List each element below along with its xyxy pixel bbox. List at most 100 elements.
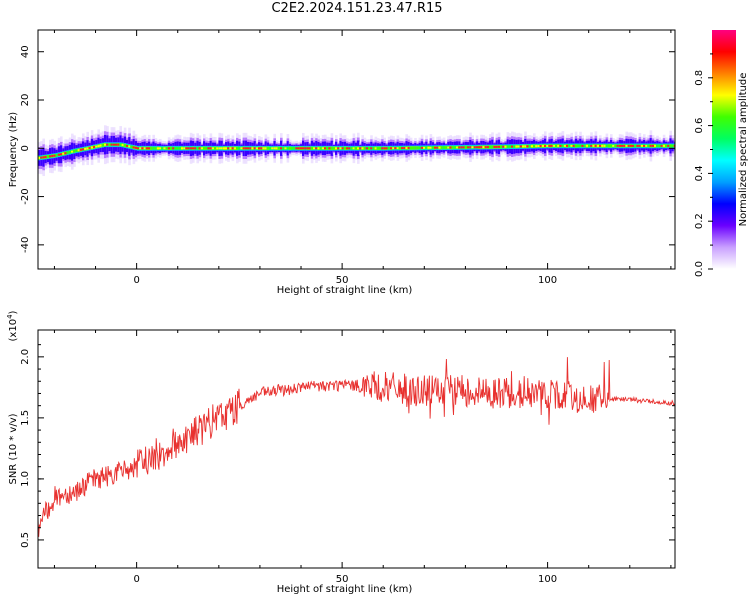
spectrogram-band (139, 147, 142, 150)
spectrogram-band (44, 155, 48, 158)
spectrogram-band (354, 147, 358, 150)
spectrogram-band (649, 144, 653, 147)
spectrogram-band (671, 144, 675, 147)
spectrogram-band (242, 147, 246, 150)
spectrogram-band (394, 147, 397, 150)
spectrogram-band (592, 144, 595, 147)
spectrogram-band (392, 147, 395, 150)
spectrogram-band (539, 145, 543, 148)
spectrogram-band (601, 144, 604, 147)
spectrogram-band (491, 145, 494, 148)
spectrogram-band (260, 147, 263, 150)
spectrogram-band (207, 147, 210, 150)
spectrogram-band (462, 146, 466, 149)
spectrogram-band (64, 152, 67, 155)
spectrogram-band (497, 145, 501, 148)
spectrogram-band (288, 147, 292, 150)
spectrogram-band (130, 145, 133, 148)
spectrogram-band (524, 145, 527, 148)
spectrogram-band (68, 151, 72, 154)
snr-exponent-close: ) (8, 310, 19, 314)
spectrogram-band (53, 154, 56, 157)
spectrogram-band (656, 144, 659, 147)
spectrogram-band (101, 144, 105, 147)
spectrogram-band (196, 147, 199, 150)
spectrogram-band (143, 147, 147, 150)
spectrogram-band (416, 146, 419, 149)
spectrogram-band (183, 147, 186, 150)
spectrogram-band (559, 144, 562, 147)
spectrogram-band (489, 146, 492, 149)
spectrogram-band (385, 147, 389, 150)
spectrogram-band (324, 147, 327, 150)
spectrogram-band (438, 146, 441, 149)
snr-exponent-label: (x104) (6, 310, 19, 341)
spectrogram-band (396, 147, 400, 150)
spectrogram-band (134, 146, 138, 149)
spectrogram-band (227, 147, 230, 150)
bottom-xtick-label: 50 (336, 574, 349, 585)
colorbar-gradient (712, 30, 736, 269)
spectrogram-band (238, 147, 241, 150)
spectrogram-band (359, 147, 362, 150)
top-frame (37, 29, 676, 270)
spectrogram-band (667, 144, 670, 147)
bottom-ytick-label: 1.0 (20, 471, 31, 487)
spectrogram-band (339, 147, 342, 150)
bottom-xtick-label: 0 (133, 574, 139, 585)
spectrogram-band (612, 144, 615, 147)
spectrogram-band (165, 147, 169, 150)
spectrogram-band (198, 147, 202, 150)
spectrogram-band (90, 146, 94, 149)
spectrogram-band (97, 145, 100, 148)
spectrogram-band (218, 147, 221, 150)
spectrogram-band (231, 147, 235, 150)
spectrogram-band (273, 147, 276, 150)
spectrogram-band (220, 147, 224, 150)
spectrogram-band (115, 143, 118, 146)
spectrogram-panel: 0 50 100 -40 -20 0 20 40 Height of straight line… (8, 29, 676, 296)
top-ytick-label: 0 (20, 145, 31, 151)
spectrogram-band (519, 145, 523, 148)
spectrogram-band (588, 144, 591, 147)
spectrogram-band (563, 144, 567, 147)
spectrogram-band (211, 147, 215, 150)
spectrogram-band (302, 147, 305, 150)
spectrogram-band (478, 146, 481, 149)
bottom-ytick-label: 0.5 (20, 532, 31, 548)
spectrogram-band (161, 147, 164, 150)
spectrogram-band (365, 147, 369, 150)
spectrogram-band (79, 148, 83, 151)
spectrogram-band (326, 147, 329, 150)
spectrogram-band (460, 146, 463, 149)
spectrogram-band (546, 144, 549, 147)
spectrogram-band (427, 146, 430, 149)
spectrogram-band (104, 143, 107, 146)
spectrogram-band (229, 147, 232, 150)
spectrogram-band (357, 147, 360, 150)
spectrogram-band (51, 155, 54, 158)
spectrogram-band (258, 147, 261, 150)
spectrogram-band (86, 147, 89, 150)
spectrogram-band (467, 146, 470, 149)
colorbar-label: Normalized spectral amplitude (738, 73, 749, 227)
spectrogram-band (264, 147, 268, 150)
spectrogram-band (379, 147, 382, 150)
spectrogram-band (541, 144, 545, 147)
spectrogram-band (436, 146, 439, 149)
spectrogram-band (148, 147, 151, 150)
spectrogram-band (570, 144, 573, 147)
spectrogram-band (673, 144, 675, 147)
spectrogram-band (665, 144, 668, 147)
snr-panel: 0 50 100 0.5 1.0 1.5 2.0 Height of straight lin… (6, 310, 676, 595)
spectrogram-band (286, 147, 290, 150)
spectrogram-band (330, 147, 334, 150)
spectrogram-band (249, 147, 252, 150)
spectrogram-band (253, 147, 257, 150)
spectrogram-band (137, 147, 140, 150)
spectrogram-band (372, 147, 375, 150)
spectrogram-band (420, 146, 424, 149)
spectrogram-band (526, 145, 529, 148)
spectrogram-band (458, 146, 461, 149)
spectrogram-band (647, 144, 650, 147)
